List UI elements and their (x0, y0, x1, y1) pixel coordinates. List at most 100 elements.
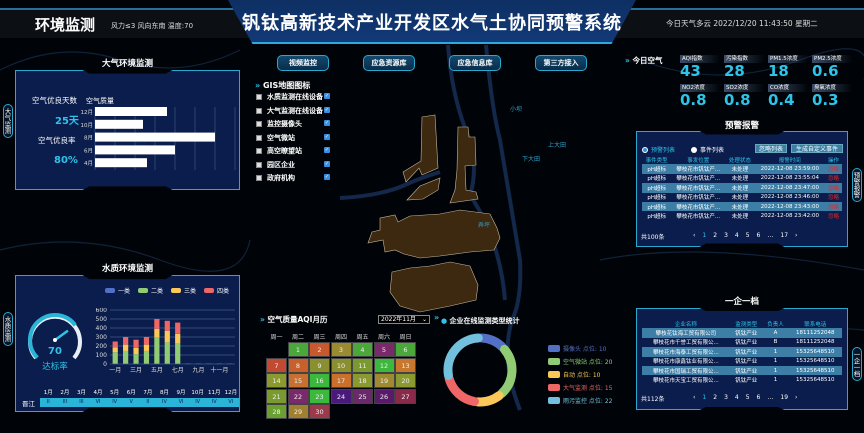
table-row[interactable]: 攀枝花市千誉工贸有限公... 钒钛产业 B 18111252048 (642, 338, 842, 347)
calendar-day[interactable]: 10 (330, 357, 352, 373)
table-row[interactable]: 攀枝花钛海工贸有限公司 钒钛产业 A 18111252048 (642, 328, 842, 338)
radio-warning-list[interactable]: 预警列表 (642, 145, 675, 154)
calendar-day[interactable]: 14 (266, 373, 287, 388)
calendar-day[interactable]: 9 (309, 357, 330, 373)
warning-side-tab[interactable]: 预警报警 (852, 168, 862, 202)
calendar-day[interactable]: 25 (352, 388, 373, 404)
video-monitor-button[interactable]: 视频监控 (277, 55, 329, 71)
gis-layer-checkbox[interactable]: ✓ (324, 160, 330, 167)
calendar-day[interactable]: 13 (395, 357, 416, 373)
gis-layer-checkbox[interactable]: ✓ (324, 174, 330, 180)
calendar-day[interactable]: 17 (330, 373, 352, 388)
calendar-day[interactable]: 24 (330, 388, 352, 404)
table-row[interactable]: pH超标 攀枝花市钒钛产... 未处理 2022-12-08 23:43:00 忽略 (642, 201, 842, 212)
calendar-day[interactable]: 4 (352, 342, 373, 357)
next-page-icon[interactable]: › (795, 232, 798, 239)
page-link[interactable]: 5 (745, 232, 750, 239)
table-row[interactable]: pH超标 攀枝花市钒钛产... 未处理 2022-12-08 23:42:00 忽略 (642, 211, 842, 220)
table-row[interactable]: 攀枝花市康鑫钛业有限公... 钒钛产业 1 15325648510 (642, 357, 842, 366)
calendar-day[interactable]: 6 (395, 342, 416, 357)
page-link[interactable]: 5 (745, 394, 750, 401)
page-link[interactable]: 3 (724, 394, 728, 401)
page-link[interactable]: 2 (713, 232, 718, 239)
calendar-day[interactable]: 5 (373, 342, 395, 357)
gis-layer-checkbox[interactable]: ✓ (324, 120, 330, 126)
page-link[interactable]: 1 (702, 394, 707, 401)
table-row[interactable]: 攀枝花市海泰工贸有限公... 钒钛产业 1 15325648510 (642, 347, 842, 357)
donut-legend-item[interactable]: 自动 点位: 10 (548, 370, 600, 379)
table-row[interactable]: pH超标 攀枝花市钒钛产... 未处理 2022-12-08 23:47:00 忽略 (642, 183, 842, 193)
legend-item[interactable]: 一类 (105, 286, 130, 295)
calendar-day[interactable]: 8 (287, 357, 309, 373)
calendar-day[interactable]: 11 (352, 357, 373, 373)
page-link[interactable]: 4 (734, 394, 739, 401)
calendar-day[interactable]: 16 (309, 373, 330, 388)
third-party-button[interactable]: 第三方接入 (535, 55, 587, 71)
donut-legend-item[interactable]: 大气监测 点位: 15 (548, 383, 612, 392)
legend-item[interactable]: 四类 (204, 286, 229, 295)
calendar-day[interactable]: 18 (352, 373, 373, 388)
table-row[interactable]: pH超标 攀枝花市钒钛产... 未处理 2022-12-08 23:55:04 忽略 (642, 174, 842, 183)
legend-item[interactable]: 三类 (171, 286, 196, 295)
donut-legend-item[interactable]: 雨污监控 点位: 22 (548, 396, 612, 405)
air-side-tab[interactable]: 大气监测 (3, 104, 13, 138)
ignore-link[interactable]: 忽略 (828, 195, 840, 202)
page-link[interactable]: … (767, 394, 774, 401)
calendar-day[interactable]: 22 (287, 388, 309, 404)
calendar-day[interactable]: 3 (330, 342, 352, 357)
enterprise-side-tab[interactable]: 一企一档 (852, 347, 862, 381)
page-link[interactable]: … (767, 232, 774, 239)
calendar-day[interactable]: 29 (287, 404, 309, 419)
prev-page-icon[interactable]: ‹ (693, 394, 696, 401)
emergency-info-button[interactable]: 应急信息库 (449, 55, 501, 71)
page-link[interactable]: 4 (734, 232, 739, 239)
calendar-day[interactable]: 15 (287, 373, 309, 388)
ignore-link[interactable]: 忽略 (828, 176, 840, 183)
emergency-resource-button[interactable]: 应急资源库 (363, 55, 415, 71)
table-row[interactable]: 攀枝花市天宝工贸有限公... 钒钛产业 1 15325648510 (642, 375, 842, 384)
water-side-tab[interactable]: 水质监测 (3, 312, 13, 346)
radio-event-list[interactable]: 事件列表 (691, 145, 724, 154)
month-select[interactable]: 2022年11月 ⌄ (378, 315, 430, 324)
next-page-icon[interactable]: › (795, 394, 798, 401)
donut-legend-item[interactable]: 摄像头 点位: 10 (548, 344, 606, 353)
page-link[interactable]: 1 (702, 232, 707, 239)
page-link[interactable]: 19 (780, 394, 789, 401)
calendar-day[interactable]: 7 (266, 357, 287, 373)
page-link[interactable]: 3 (724, 232, 728, 239)
calendar-day[interactable]: 28 (266, 404, 287, 419)
column-header: 联系电话 (804, 321, 827, 328)
ignore-link[interactable]: 忽略 (828, 214, 840, 221)
legend-item[interactable]: 二类 (138, 286, 163, 295)
ignore-list-button[interactable]: 忽略列表 (755, 144, 787, 153)
create-event-button[interactable]: 生成自定义事件 (791, 144, 843, 153)
page-link[interactable]: 2 (713, 394, 718, 401)
ignore-link[interactable]: 忽略 (825, 164, 842, 174)
metric-label: AQI指数 (680, 55, 720, 63)
ignore-link[interactable]: 忽略 (825, 201, 842, 212)
calendar-day[interactable]: 12 (373, 357, 395, 373)
table-row[interactable]: 攀枝花市国瑞工贸有限公... 钒钛产业 1 15325648510 (642, 365, 842, 376)
calendar-day[interactable]: 27 (395, 388, 416, 404)
calendar-day[interactable]: 19 (373, 373, 395, 388)
ignore-link[interactable]: 忽略 (825, 183, 842, 193)
calendar-day[interactable]: 30 (309, 404, 330, 419)
donut-legend-item[interactable]: 空气微站 点位: 20 (548, 357, 612, 366)
calendar-day[interactable]: 1 (287, 342, 309, 357)
calendar-day[interactable]: 26 (373, 388, 395, 404)
page-link[interactable]: 17 (780, 232, 789, 239)
prev-page-icon[interactable]: ‹ (693, 232, 696, 239)
page-link[interactable]: 6 (756, 232, 761, 239)
table-row[interactable]: pH超标 攀枝花市钒钛产... 未处理 2022-12-08 23:59:00 忽略 (642, 164, 842, 174)
page-link[interactable]: 6 (756, 394, 761, 401)
table-row[interactable]: pH超标 攀枝花市钒钛产... 未处理 2022-12-08 23:46:00 忽略 (642, 193, 842, 202)
gis-layer-checkbox[interactable]: ✓ (324, 147, 330, 153)
calendar-day[interactable]: 20 (395, 373, 416, 388)
gis-layer-checkbox[interactable]: ✓ (324, 106, 330, 113)
gis-layer-checkbox[interactable]: ✓ (324, 133, 330, 140)
calendar-day[interactable]: 23 (309, 388, 330, 404)
gis-layer-checkbox[interactable]: ✓ (324, 93, 330, 99)
calendar-day[interactable]: 2 (309, 342, 330, 357)
calendar-day[interactable]: 21 (266, 388, 287, 404)
